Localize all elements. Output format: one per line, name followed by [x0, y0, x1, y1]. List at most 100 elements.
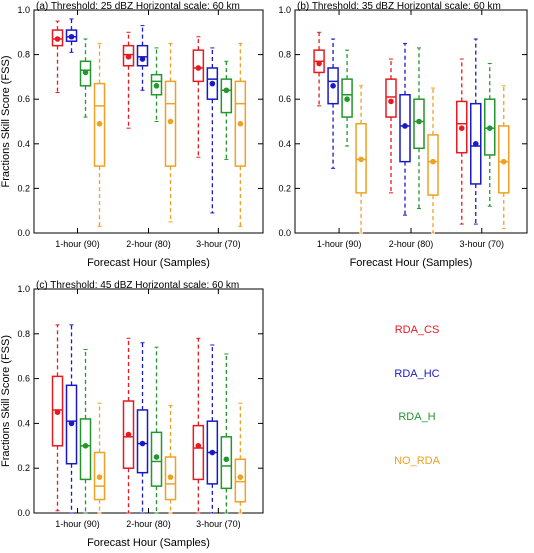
- legend-entry-rda-cs: RDA_CS: [395, 324, 440, 336]
- mean-marker: [316, 60, 322, 67]
- box-rda-h: [79, 38, 92, 118]
- mean-marker: [139, 56, 146, 62]
- x-tick-label: 1-hour (90): [55, 239, 100, 249]
- box-rda-h: [79, 348, 92, 514]
- mean-marker: [237, 474, 244, 480]
- box-rda-hc: [470, 38, 482, 225]
- mean-marker: [472, 141, 479, 147]
- box-rda-hc: [136, 25, 149, 91]
- box-rda-hc: [206, 47, 219, 214]
- box-no-rda: [234, 402, 247, 514]
- y-tick-label: 0.6: [278, 94, 291, 104]
- mean-marker: [153, 454, 160, 460]
- mean-marker: [237, 120, 244, 127]
- mean-marker: [125, 54, 132, 60]
- y-tick-label: 0.2: [278, 183, 291, 193]
- box-rda-h: [150, 47, 163, 122]
- mean-marker: [96, 474, 103, 480]
- y-tick-label: 0.4: [17, 139, 30, 149]
- mean-marker: [209, 80, 216, 87]
- mean-marker: [223, 87, 230, 94]
- legend-entry-no-rda: NO_RDA: [394, 455, 441, 467]
- mean-marker: [82, 69, 89, 76]
- y-tick-label: 0.8: [17, 50, 30, 60]
- mean-marker: [68, 33, 75, 40]
- x-axis-label: Forecast Hour (Samples): [350, 257, 473, 269]
- mean-marker: [430, 158, 436, 165]
- box-no-rda: [164, 404, 177, 514]
- y-tick-label: 1.0: [17, 284, 30, 294]
- x-tick-label: 3-hour (70): [196, 239, 241, 249]
- x-tick-label: 1-hour (90): [55, 519, 100, 529]
- box-rda-cs: [122, 337, 135, 514]
- panel-c: 0.0 0.2 0.4 0.6 0.8 1.0 1-hour (90) 2-hour (80)…: [0, 280, 264, 549]
- box-no-rda: [93, 402, 106, 514]
- mean-marker: [54, 36, 61, 42]
- mean-marker: [358, 156, 364, 163]
- box-rda-hc: [65, 324, 78, 514]
- box-no-rda: [164, 42, 177, 223]
- box-rda-cs: [122, 31, 135, 129]
- x-tick-label: 2-hour (80): [126, 519, 171, 529]
- y-tick-label: 0.2: [17, 183, 30, 193]
- mean-marker: [153, 83, 160, 89]
- y-tick-label: 0.8: [17, 329, 30, 339]
- x-tick-label: 2-hour (80): [389, 239, 434, 249]
- y-tick-label: 0.0: [17, 508, 30, 518]
- y-tick-label: 0.0: [17, 228, 30, 238]
- panel-title: (a) Threshold: 25 dBZ Horizontal scale: …: [36, 1, 240, 12]
- y-tick-label: 0.0: [278, 228, 291, 238]
- box-rda-h: [220, 353, 233, 514]
- mean-marker: [388, 98, 394, 105]
- mean-marker: [402, 123, 408, 129]
- x-tick-label: 3-hour (70): [459, 239, 504, 249]
- box-rda-cs: [51, 20, 64, 94]
- x-axis-label: Forecast Hour (Samples): [87, 537, 210, 549]
- box-rda-cs: [192, 337, 205, 514]
- iqr-box: [385, 78, 397, 118]
- mean-marker: [416, 118, 422, 125]
- box-rda-hc: [399, 42, 411, 216]
- x-axis-label: Forecast Hour (Samples): [87, 257, 210, 269]
- box-rda-cs: [385, 58, 397, 194]
- box-rda-h: [220, 60, 233, 160]
- y-axis-label: Fractions Skill Score (FSS): [0, 335, 12, 467]
- box-rda-h: [484, 63, 496, 207]
- y-tick-label: 0.4: [278, 139, 291, 149]
- box-no-rda: [93, 42, 106, 227]
- y-tick-label: 0.4: [17, 418, 30, 428]
- legend-entry-rda-h: RDA_H: [398, 411, 435, 423]
- y-tick-label: 1.0: [278, 5, 291, 15]
- legend-entry-rda-hc: RDA_HC: [394, 368, 439, 380]
- y-tick-label: 0.6: [17, 374, 30, 384]
- mean-marker: [500, 158, 507, 165]
- mean-marker: [344, 96, 350, 102]
- mean-marker: [125, 431, 132, 438]
- box-rda-cs: [456, 58, 468, 225]
- box-rda-h: [150, 346, 163, 514]
- iqr-box: [234, 458, 247, 503]
- box-no-rda: [355, 85, 367, 234]
- mean-marker: [195, 443, 202, 449]
- mean-marker: [96, 120, 103, 127]
- box-rda-hc: [206, 344, 219, 514]
- mean-marker: [167, 118, 174, 125]
- iqr-box: [220, 78, 233, 114]
- y-tick-label: 1.0: [17, 5, 30, 15]
- mean-marker: [195, 65, 202, 71]
- x-tick-label: 3-hour (70): [196, 519, 241, 529]
- box-rda-h: [413, 47, 425, 209]
- mean-marker: [330, 83, 336, 89]
- x-tick-label: 2-hour (80): [126, 239, 171, 249]
- mean-marker: [167, 474, 174, 480]
- box-rda-cs: [51, 324, 64, 512]
- mean-marker: [54, 409, 61, 416]
- x-tick-label: 1-hour (90): [317, 239, 362, 249]
- y-tick-label: 0.2: [17, 463, 30, 473]
- box-rda-cs: [192, 36, 205, 158]
- iqr-box: [220, 436, 233, 490]
- box-no-rda: [234, 42, 247, 227]
- y-tick-label: 0.6: [17, 94, 30, 104]
- mean-marker: [82, 443, 89, 449]
